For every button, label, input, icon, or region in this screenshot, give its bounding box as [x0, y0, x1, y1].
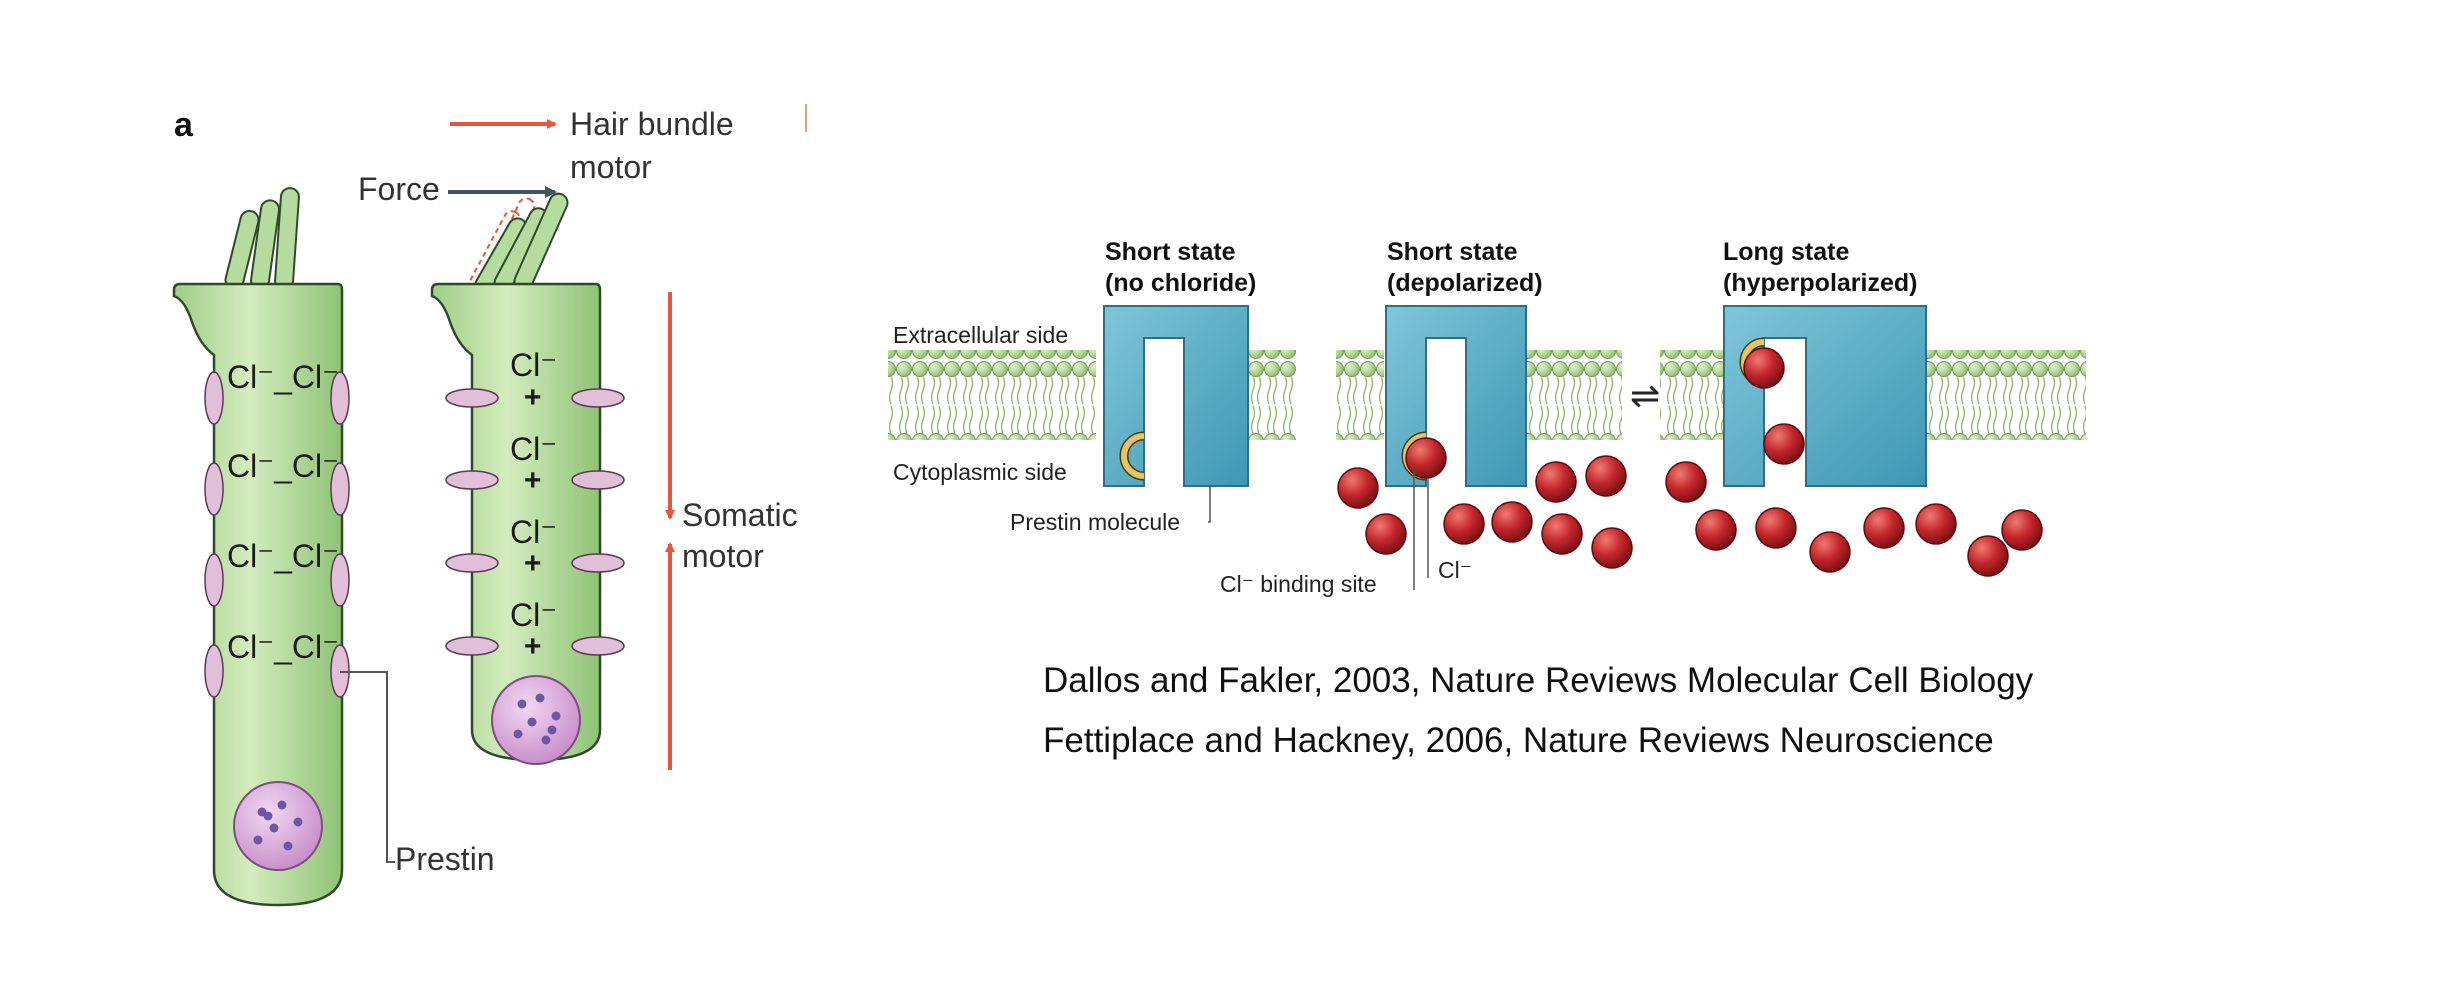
prestin-label: Prestin: [395, 841, 495, 877]
membrane-segment-3: [1336, 350, 1384, 440]
citations: Dallos and Fakler, 2003, Nature Reviews …: [1043, 661, 2034, 760]
chloride-ion-1: Cl⁻: [510, 347, 557, 383]
state-1-subtitle: (no chloride): [1105, 269, 1256, 297]
somatic-motor-label-line2: motor: [682, 538, 764, 574]
nucleus-right: [491, 675, 581, 765]
plus-3: +: [524, 547, 542, 580]
binding-site-label: Cl⁻ binding site: [1220, 571, 1377, 597]
membrane-segment-6: [1926, 350, 2086, 440]
prestin-right-column-b: [571, 388, 625, 656]
citation-1: Dallos and Fakler, 2003, Nature Reviews …: [1043, 661, 2034, 700]
plus-2: +: [524, 464, 542, 497]
membrane-segment-4: [1526, 350, 1622, 440]
chloride-pair-3: Cl⁻_Cl⁻: [227, 538, 339, 574]
plus-4: +: [524, 630, 542, 663]
state-2-title: Short state: [1387, 238, 1518, 266]
chloride-ion-label: Cl⁻: [1438, 557, 1472, 583]
hair-bundle-motor-label-line2: motor: [570, 149, 652, 185]
chloride-ion-bound-long: [1743, 347, 1785, 389]
state-3-subtitle: (hyperpolarized): [1723, 269, 1917, 297]
state-2-subtitle: (depolarized): [1387, 269, 1543, 297]
nucleus-left: [233, 781, 323, 871]
prestin-protein-3: [1723, 305, 1927, 487]
chloride-ions: [1337, 347, 2043, 577]
membrane-segment-2: [1248, 350, 1296, 440]
hair-bundle-motor-label-line1: Hair bundle: [570, 106, 734, 142]
panel-b: Short state (no chloride) Short state (d…: [888, 238, 2086, 597]
extracellular-side-label: Extracellular side: [893, 322, 1068, 348]
somatic-motor-label-line1: Somatic: [682, 497, 798, 533]
prestin-left-column-b: [330, 371, 350, 698]
equilibrium-symbol: ⇌: [1630, 375, 1660, 416]
prestin-left-column-a: [204, 371, 224, 698]
chloride-ion-3: Cl⁻: [510, 514, 557, 550]
citation-2: Fettiplace and Hackney, 2006, Nature Rev…: [1043, 721, 1994, 760]
chloride-pair-4: Cl⁻_Cl⁻: [227, 629, 339, 665]
panel-letter: a: [174, 106, 194, 144]
prestin-callout-line: [340, 671, 395, 863]
stereocilia-left: [224, 187, 300, 291]
prestin-molecule-label: Prestin molecule: [1010, 509, 1180, 535]
cytoplasmic-side-label: Cytoplasmic side: [893, 459, 1067, 485]
force-label: Force: [358, 171, 440, 207]
hair-cell-left: Cl⁻_Cl⁻ Cl⁻_Cl⁻ Cl⁻_Cl⁻ Cl⁻_Cl⁻: [172, 187, 350, 907]
plus-1: +: [524, 381, 542, 414]
membrane-segment-1: [888, 350, 1096, 440]
hair-cell-right: Cl⁻ + Cl⁻ + Cl⁻ + Cl⁻ +: [430, 192, 625, 765]
panel-a: a Hair bundle motor Force: [172, 104, 807, 907]
prestin-right-column-a: [445, 388, 499, 656]
cell-body-left: [172, 282, 344, 907]
chloride-ion-2: Cl⁻: [510, 431, 557, 467]
prestin-protein-1: [1103, 305, 1249, 487]
chloride-pair-1: Cl⁻_Cl⁻: [227, 359, 339, 395]
membrane-segment-5: [1660, 350, 1724, 440]
stereocilia-right: [469, 192, 569, 295]
prestin-molecule-callout: [1208, 486, 1211, 523]
state-3-title: Long state: [1723, 238, 1849, 266]
chloride-pair-2: Cl⁻_Cl⁻: [227, 448, 339, 484]
chloride-ion-bound: [1405, 437, 1447, 479]
chloride-ion-4: Cl⁻: [510, 597, 557, 633]
state-1-title: Short state: [1105, 238, 1236, 266]
binding-site-1: [1121, 433, 1145, 479]
